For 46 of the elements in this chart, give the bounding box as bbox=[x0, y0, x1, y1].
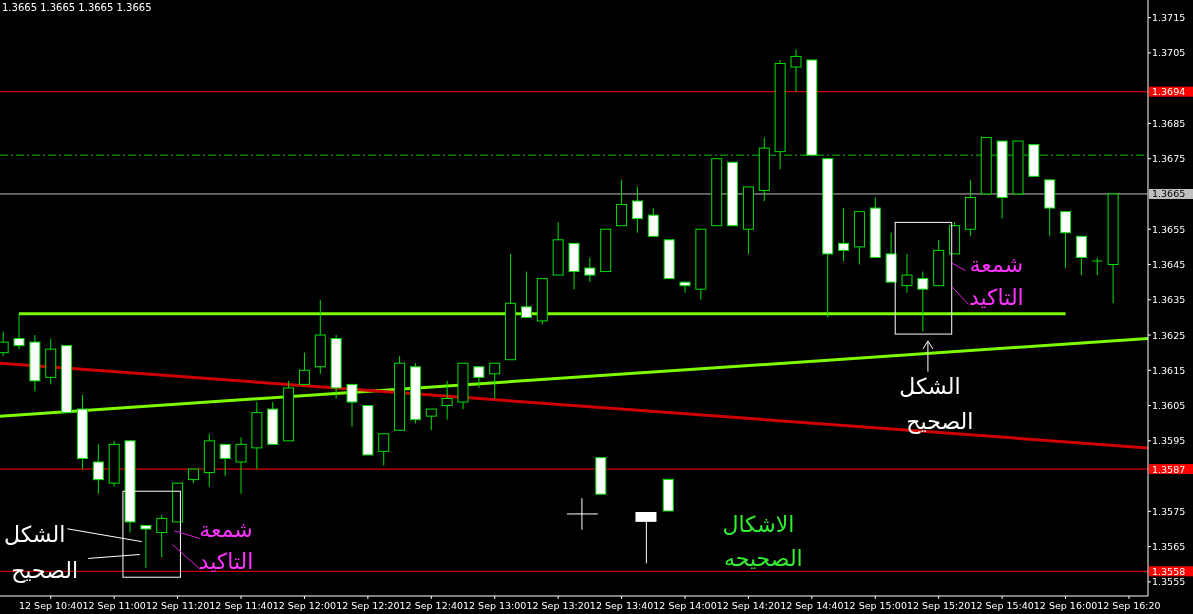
y-tick-label: 1.3605 bbox=[1152, 400, 1186, 412]
x-tick-label: 12 Sep 16:00 bbox=[1033, 600, 1098, 611]
x-tick-label: 12 Sep 13:20 bbox=[526, 600, 590, 611]
y-tick-label: 1.3675 bbox=[1152, 153, 1186, 165]
x-tick-label: 12 Sep 16:20 bbox=[1097, 600, 1161, 611]
annotation: شمعة bbox=[199, 516, 253, 542]
x-tick-label: 12 Sep 15:00 bbox=[843, 600, 907, 611]
y-tick-label: 1.3705 bbox=[1152, 47, 1186, 59]
y-tick-label: 1.3555 bbox=[1152, 576, 1186, 588]
y-tick-label: 1.3565 bbox=[1152, 541, 1186, 553]
annotation: الشكل bbox=[899, 374, 961, 400]
y-tick-label: 1.3685 bbox=[1152, 117, 1186, 129]
x-tick-label: 12 Sep 15:40 bbox=[970, 600, 1034, 611]
y-tick-label: 1.3715 bbox=[1152, 12, 1186, 24]
x-tick-label: 12 Sep 14:00 bbox=[653, 600, 717, 611]
ref-line-label: 1.3665 bbox=[1152, 188, 1186, 200]
y-tick-label: 1.3655 bbox=[1152, 223, 1186, 235]
y-tick-label: 1.3595 bbox=[1152, 435, 1186, 447]
annotation: التاكيد bbox=[968, 284, 1024, 310]
ref-line-label: 1.3558 bbox=[1152, 565, 1186, 577]
annotation: شمعة bbox=[969, 251, 1024, 277]
x-tick-label: 12 Sep 14:40 bbox=[780, 600, 844, 611]
x-tick-label: 12 Sep 12:00 bbox=[272, 600, 337, 611]
y-tick-label: 1.3645 bbox=[1152, 259, 1186, 270]
x-tick-label: 12 Sep 14:20 bbox=[716, 600, 781, 611]
x-tick-label: 12 Sep 12:20 bbox=[336, 600, 400, 611]
annotation: التاكيد bbox=[198, 549, 254, 575]
y-tick-label: 1.3625 bbox=[1152, 329, 1186, 341]
annotation: الاشكال bbox=[722, 511, 795, 537]
x-tick-label: 12 Sep 10:40 bbox=[19, 600, 83, 611]
ref-line-label: 1.3587 bbox=[1152, 463, 1186, 475]
x-tick-label: 12 Sep 15:20 bbox=[906, 600, 971, 611]
annotation: 1.3665 1.3665 1.3665 1.3665 bbox=[2, 2, 152, 13]
annotation: الشكل bbox=[4, 521, 66, 547]
x-tick-label: 12 Sep 11:40 bbox=[209, 600, 273, 611]
annotation: الصحيح bbox=[906, 409, 974, 435]
y-tick-label: 1.3615 bbox=[1152, 364, 1186, 376]
x-tick-label: 12 Sep 13:00 bbox=[463, 600, 527, 611]
x-tick-label: 12 Sep 11:00 bbox=[82, 600, 146, 611]
y-tick-label: 1.3635 bbox=[1152, 294, 1186, 306]
annotation: الصحيحه bbox=[723, 546, 803, 572]
y-tick-label: 1.3575 bbox=[1152, 505, 1186, 517]
x-tick-label: 12 Sep 12:40 bbox=[399, 600, 463, 611]
x-tick-label: 12 Sep 13:40 bbox=[589, 600, 654, 611]
ref-line-label: 1.3694 bbox=[1152, 86, 1186, 98]
x-tick-label: 12 Sep 11:20 bbox=[145, 600, 210, 611]
